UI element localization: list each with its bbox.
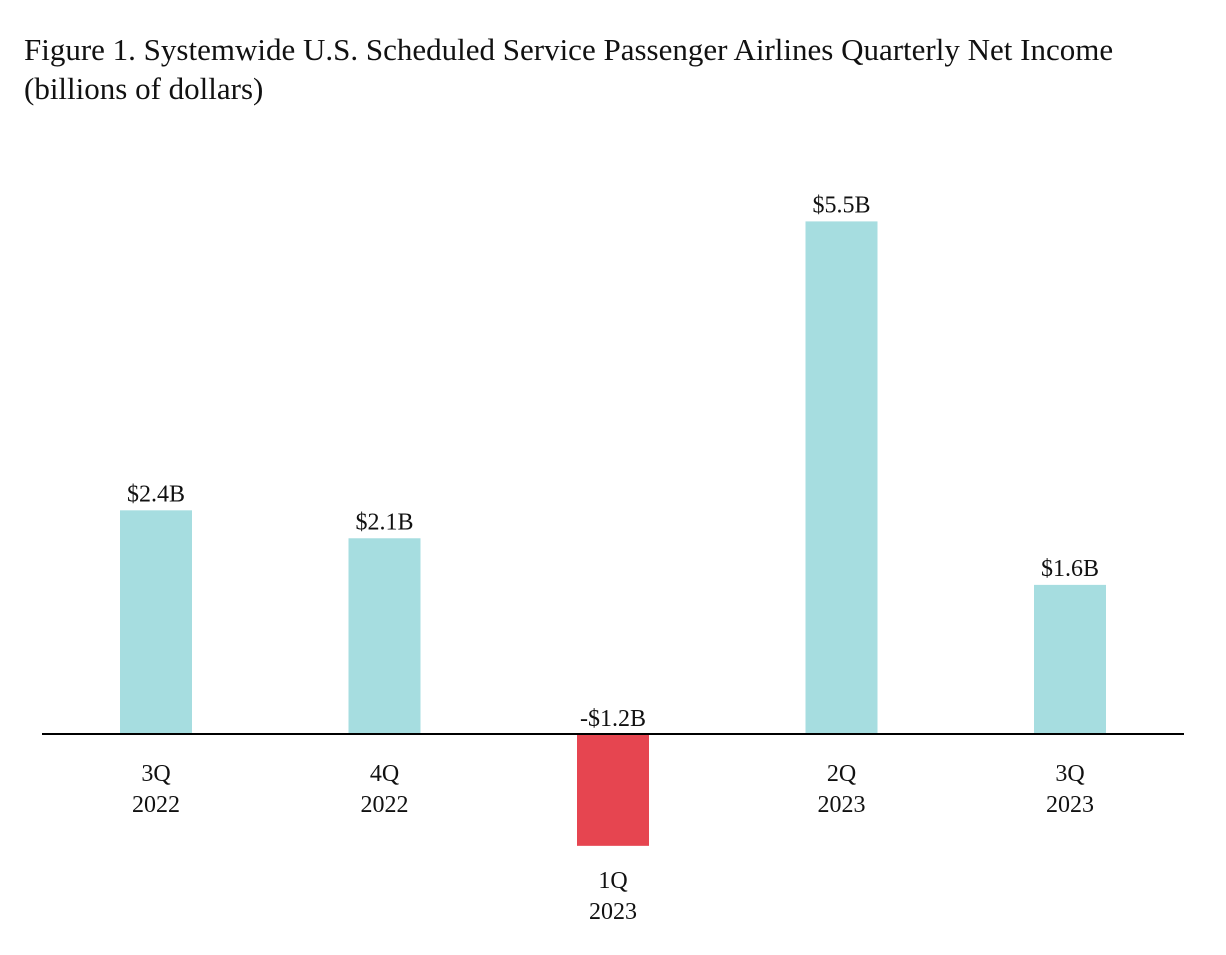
bar-1 xyxy=(348,538,421,734)
category-label-1-line-1: 4Q xyxy=(370,761,399,787)
data-label-4: $1.6B xyxy=(1041,556,1099,582)
data-label-2: -$1.2B xyxy=(580,706,646,732)
chart-title: Figure 1. Systemwide U.S. Scheduled Serv… xyxy=(24,30,1204,108)
bar-3 xyxy=(805,221,878,734)
category-labels-group: 3Q 2022 4Q 2022 1Q 2023 2Q 2023 3Q 2023 xyxy=(132,761,1094,925)
category-label-0-line-2: 2022 xyxy=(132,792,180,818)
chart-title-line-2: (billions of dollars) xyxy=(24,71,264,106)
bar-4 xyxy=(1034,584,1106,734)
category-label-4-line-2: 2023 xyxy=(1046,792,1094,818)
bars-group xyxy=(120,221,1106,846)
category-label-1-line-2: 2022 xyxy=(361,792,409,818)
bar-2 xyxy=(577,734,649,846)
category-label-4-line-1: 3Q xyxy=(1055,761,1084,787)
category-label-0-line-1: 3Q xyxy=(141,761,170,787)
data-labels-group: $2.4B $2.1B -$1.2B $5.5B $1.6B xyxy=(127,192,1099,732)
category-label-2-line-1: 1Q xyxy=(598,868,627,894)
category-label-3-line-2: 2023 xyxy=(818,792,866,818)
bar-0 xyxy=(120,510,192,734)
data-label-3: $5.5B xyxy=(812,192,870,218)
category-label-2-line-2: 2023 xyxy=(589,899,637,925)
category-label-3-line-1: 2Q xyxy=(827,761,856,787)
data-label-0: $2.4B xyxy=(127,481,185,507)
data-label-1: $2.1B xyxy=(355,509,413,535)
chart-title-line-1: Figure 1. Systemwide U.S. Scheduled Serv… xyxy=(24,32,1114,67)
